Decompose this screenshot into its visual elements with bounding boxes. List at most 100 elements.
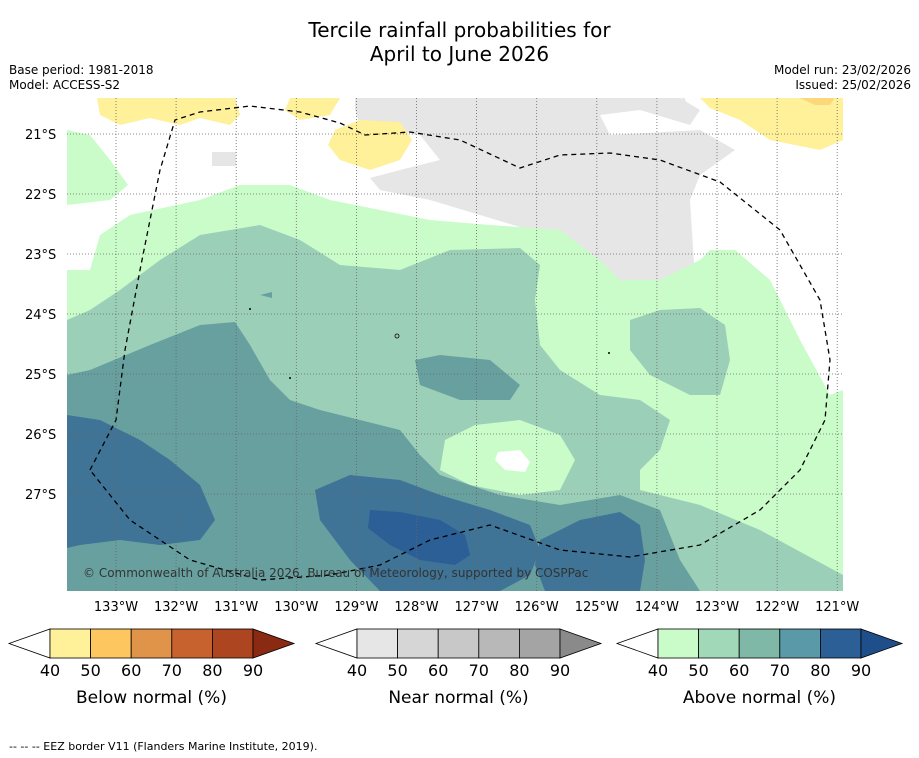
colorbar-segment (49, 628, 91, 659)
colorbar-low-arrow (615, 628, 659, 659)
lon-label: 121°W (815, 600, 859, 615)
colorbar-segment (211, 628, 254, 659)
colorbar-tick: 80 (810, 661, 830, 680)
colorbar-tick: 60 (428, 661, 448, 680)
lat-label: 23°S (25, 248, 56, 263)
small-island (394, 333, 400, 339)
lat-label: 21°S (25, 128, 56, 143)
colorbar-high-arrow (559, 628, 603, 659)
below-normal-region (97, 98, 240, 125)
colorbar-tick: 50 (80, 661, 100, 680)
title-line-1: Tercile rainfall probabilities for (308, 18, 611, 42)
colorbar-tick: 80 (509, 661, 529, 680)
colorbar-1: 40 50 60 70 80 90 Below normal (%) (7, 628, 296, 708)
colorbar-segment (779, 628, 821, 659)
issued-date: Issued: 25/02/2026 (795, 78, 911, 92)
below-normal-region-3 (328, 120, 412, 170)
copyright-text: © Commonwealth of Australia 2026, Bureau… (83, 566, 588, 580)
white-island (495, 450, 530, 472)
near-normal-region (355, 98, 735, 295)
colorbar-segment (738, 628, 781, 659)
small-mark (260, 292, 272, 298)
colorbar-segment (171, 628, 213, 659)
colorbar-high-arrow (252, 628, 296, 659)
above-normal-60-island (415, 355, 520, 400)
latitude-labels: 21°S 22°S 23°S 24°S 25°S 26°S 27°S (25, 128, 56, 503)
colorbar-segment (820, 628, 862, 659)
colorbars: 40 50 60 70 80 90 Below normal (%) 40 50 60 70 80 90… (7, 628, 904, 708)
model-name: Model: ACCESS-S2 (9, 78, 121, 92)
colorbar-tick: 40 (347, 661, 367, 680)
lon-label: 131°W (214, 600, 258, 615)
above-normal-80-region (368, 510, 470, 565)
lon-label: 127°W (455, 600, 499, 615)
colorbar-tick: 70 (469, 661, 489, 680)
eez-footnote: -- -- -- EEZ border V11 (Flanders Marine… (9, 740, 318, 753)
longitude-labels: 133°W 132°W 131°W 130°W 129°W 128°W 127°W 126°W… (94, 600, 860, 615)
colorbar-segment (519, 628, 561, 659)
meta-right: Model run: 23/02/2026 Issued: 25/02/2026 (774, 63, 911, 93)
colorbar-3: 40 50 60 70 80 90 Above normal (%) (615, 628, 904, 708)
colorbar-tick: 90 (550, 661, 570, 680)
gridlines (67, 98, 843, 591)
lon-label: 128°W (394, 600, 438, 615)
above-normal-40-region (67, 130, 128, 205)
above-normal-60-region (67, 322, 700, 591)
title-line-2: April to June 2026 (369, 42, 550, 66)
below-normal-region-2 (285, 98, 340, 120)
colorbar-label: Above normal (%) (683, 688, 836, 708)
colorbar-tick: 50 (688, 661, 708, 680)
lat-label: 27°S (25, 488, 56, 503)
below-normal-core (800, 98, 835, 105)
colorbar-segment (356, 628, 398, 659)
lat-label: 22°S (25, 188, 56, 203)
map-title: Tercile rainfall probabilities for April… (0, 18, 919, 66)
colorbar-tick: 50 (387, 661, 407, 680)
colorbar-low-arrow (7, 628, 51, 659)
colorbar-tick: 70 (162, 661, 182, 680)
colorbar-high-arrow (860, 628, 904, 659)
colorbar-tick: 90 (243, 661, 263, 680)
colorbar-label: Near normal (%) (388, 688, 528, 708)
colorbar-tick: 40 (40, 661, 60, 680)
lon-label: 125°W (575, 600, 619, 615)
base-period: Base period: 1981-2018 (9, 63, 154, 77)
eez-border (89, 105, 831, 581)
colorbar-segment (130, 628, 173, 659)
lon-label: 126°W (515, 600, 559, 615)
colorbar-segment (90, 628, 132, 659)
colorbar-segment (698, 628, 740, 659)
map-field (67, 98, 843, 591)
small-dot-3 (249, 308, 251, 310)
colorbar-tick: 60 (121, 661, 141, 680)
colorbar-low-arrow (314, 628, 358, 659)
lat-label: 25°S (25, 368, 56, 383)
colorbar-segment (437, 628, 480, 659)
lon-label: 130°W (274, 600, 318, 615)
colorbar-segment (397, 628, 439, 659)
model-run: Model run: 23/02/2026 (773, 63, 911, 77)
colorbar-tick: 90 (851, 661, 871, 680)
colorbar-tick: 40 (648, 661, 668, 680)
lon-label: 122°W (755, 600, 799, 615)
lon-label: 133°W (94, 600, 138, 615)
meta-left: Base period: 1981-2018 Model: ACCESS-S2 (9, 63, 154, 93)
lon-label: 129°W (334, 600, 378, 615)
above-normal-50-east (630, 308, 730, 395)
lon-label: 123°W (695, 600, 739, 615)
small-dot (608, 352, 610, 354)
colorbar-tick: 80 (202, 661, 222, 680)
lat-label: 26°S (25, 428, 56, 443)
colorbar-tick: 70 (770, 661, 790, 680)
lat-label: 24°S (25, 308, 56, 323)
colorbar-label: Below normal (%) (76, 688, 227, 708)
colorbar-segment (478, 628, 520, 659)
near-normal-patch (212, 152, 236, 166)
above-normal-70-se (535, 512, 645, 591)
small-dot-2 (289, 377, 291, 379)
colorbar-2: 40 50 60 70 80 90 Near normal (%) (314, 628, 603, 708)
colorbar-tick: 60 (729, 661, 749, 680)
near-normal-patch-2 (650, 98, 688, 116)
lon-label: 132°W (154, 600, 198, 615)
